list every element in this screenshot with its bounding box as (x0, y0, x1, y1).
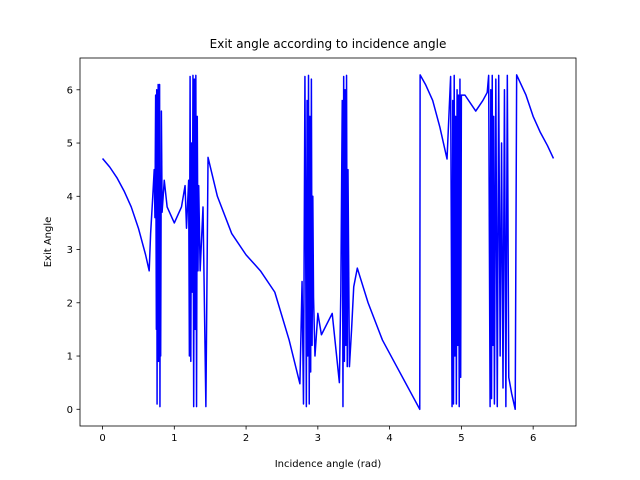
x-axis-label: Incidence angle (rad) (275, 459, 382, 470)
x-tick-label: 0 (99, 433, 105, 444)
x-tick-label: 6 (530, 433, 536, 444)
y-tick-label: 6 (67, 85, 73, 96)
y-tick-label: 2 (67, 298, 73, 309)
y-axis-label: Exit Angle (43, 217, 54, 268)
x-tick-label: 3 (315, 433, 321, 444)
y-tick-label: 0 (67, 405, 73, 416)
x-tick-label: 5 (458, 433, 464, 444)
x-tick-label: 2 (243, 433, 249, 444)
y-tick-label: 3 (67, 245, 73, 256)
y-tick-label: 4 (67, 192, 73, 203)
y-tick-label: 5 (67, 139, 73, 150)
x-tick-label: 1 (171, 433, 177, 444)
chart-title: Exit angle according to incidence angle (210, 37, 447, 51)
y-tick-label: 1 (67, 352, 73, 363)
data-line (101, 74, 555, 411)
x-tick-label: 4 (386, 433, 392, 444)
plot-frame (79, 57, 577, 427)
